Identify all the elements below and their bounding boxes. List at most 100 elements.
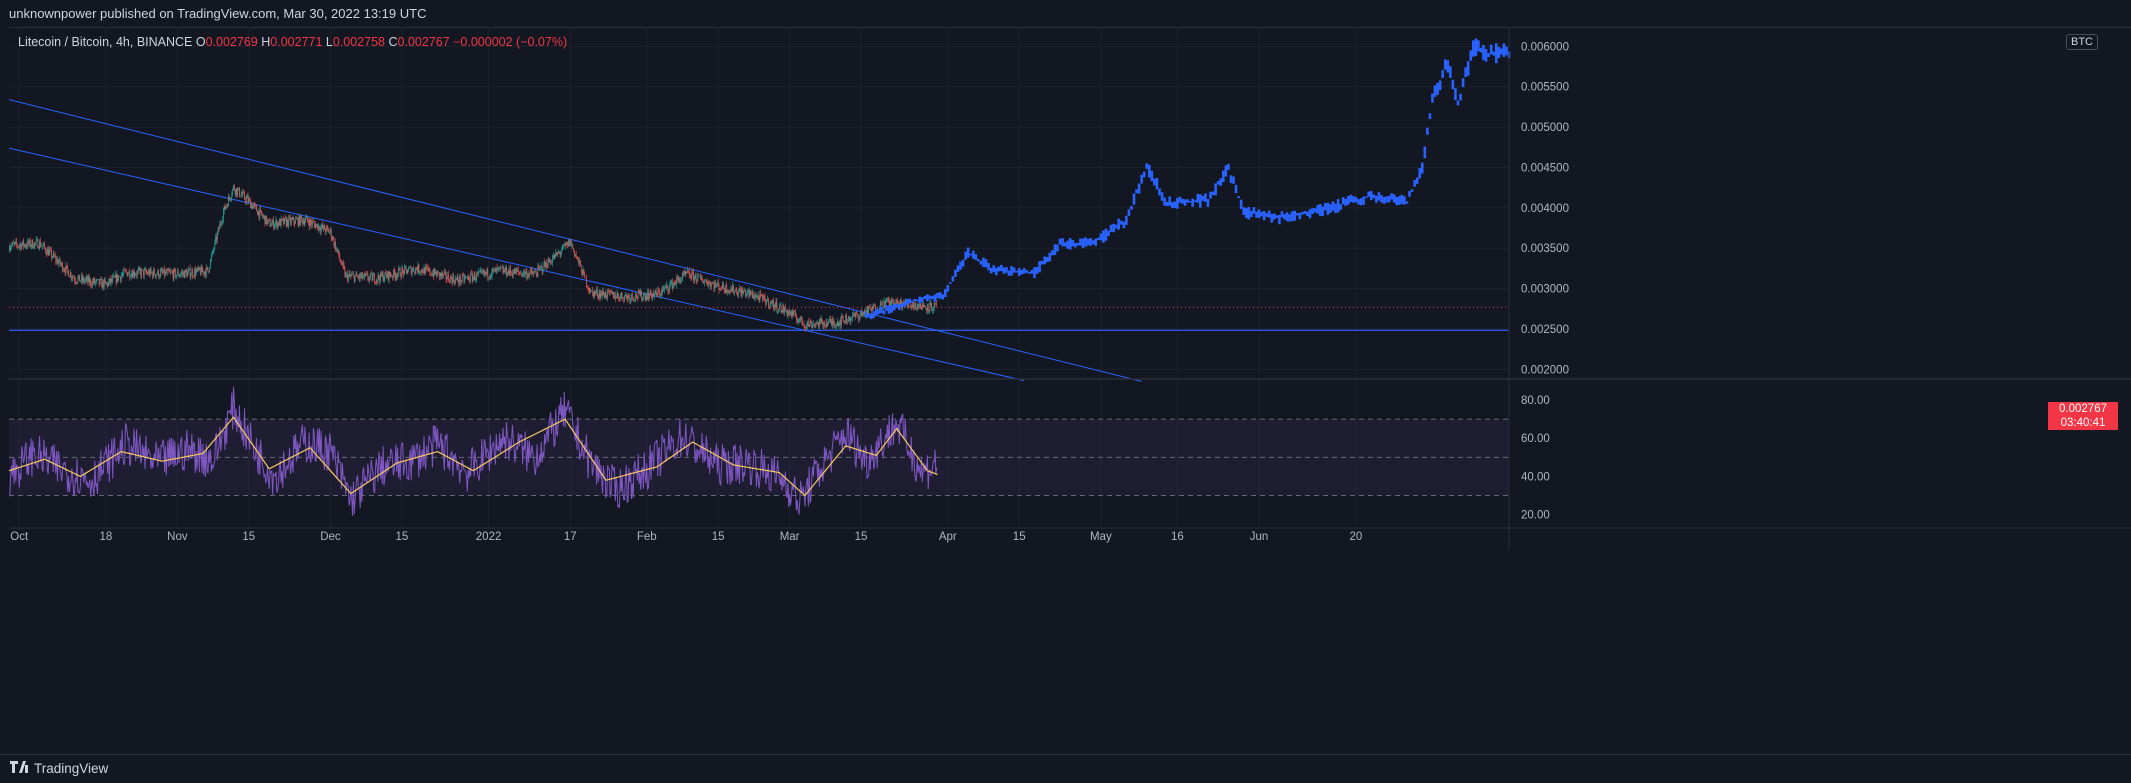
candle-body [840, 319, 841, 326]
candle-body [23, 244, 25, 247]
candle-body [390, 275, 392, 277]
candle-body [620, 292, 622, 296]
time-axis-tick: 15 [242, 531, 255, 543]
brand-name[interactable]: TradingView [34, 761, 109, 776]
projection-bar [1415, 177, 1419, 184]
candle-body [535, 272, 537, 275]
projection-bar [1117, 218, 1120, 230]
candle-body [516, 269, 518, 272]
candle-body [661, 289, 663, 295]
candle-body [800, 316, 802, 319]
tradingview-logo-icon[interactable] [10, 755, 30, 783]
candle-body [689, 275, 691, 277]
projection-bar [1081, 238, 1085, 249]
candle-body [444, 271, 446, 273]
candle-body [396, 275, 398, 278]
candle-body [384, 272, 386, 279]
candle-body [707, 284, 709, 287]
candle-body [299, 215, 301, 226]
projection-bar [941, 294, 944, 300]
candle-body [31, 240, 33, 246]
candle-body [272, 219, 273, 224]
currency-badge[interactable]: BTC [2066, 34, 2098, 50]
candle-body [455, 278, 456, 284]
candle-body [554, 254, 556, 259]
candle-body [226, 205, 228, 207]
projection-bar [1336, 199, 1340, 213]
candle-body [14, 242, 16, 244]
candle-body [857, 313, 858, 317]
candle-body [872, 306, 874, 309]
candle-body [796, 316, 797, 321]
candle-body [415, 267, 417, 270]
candle-body [295, 219, 296, 224]
candle-body [66, 265, 68, 267]
projection-bar [1076, 242, 1080, 246]
candle-body [745, 290, 746, 296]
candle-body [546, 262, 547, 268]
candle-body [802, 324, 804, 325]
candle-body [698, 274, 699, 276]
candle-body [480, 270, 482, 272]
candle-body [180, 273, 182, 276]
candle-body [123, 269, 125, 274]
trendline-drawings[interactable] [9, 99, 1509, 382]
candle-body [794, 311, 796, 313]
candle-body [646, 295, 648, 300]
candle-body [265, 215, 267, 224]
candle-body [253, 204, 255, 206]
projection-bar [1380, 195, 1383, 203]
candle-body [572, 244, 574, 249]
symbol-name[interactable]: Litecoin / Bitcoin, 4h, BINANCE [18, 35, 193, 49]
candle-body [454, 280, 455, 284]
candle-body [341, 262, 342, 265]
candle-body [210, 259, 211, 268]
candle-body [745, 293, 747, 296]
candle-body [724, 289, 726, 292]
projection-bar [1466, 61, 1470, 76]
candle-body [620, 295, 621, 300]
candle-body [929, 302, 931, 311]
candle-body [555, 252, 557, 255]
candle-body [256, 211, 258, 215]
candle-body [673, 282, 675, 284]
projection-bar [1150, 170, 1154, 182]
candle-body [675, 283, 677, 285]
candle-body [500, 266, 501, 269]
candle-body [773, 304, 775, 309]
projection-bar [1201, 195, 1205, 201]
candle-body [227, 205, 228, 207]
candle-body [135, 274, 137, 276]
projection-bar [1331, 201, 1335, 211]
candle-body [610, 290, 612, 292]
projection-bar [1275, 215, 1279, 219]
chart-area[interactable] [9, 27, 2131, 755]
projection-bar [900, 303, 904, 308]
candle-body [86, 277, 88, 282]
projection-bar [1392, 194, 1396, 203]
candle-body [364, 273, 366, 275]
candle-body [219, 223, 221, 229]
price-chart[interactable]: 0.006000 0.005500 0.005000 0.004500 0.004000… [9, 27, 2131, 754]
candle-body [768, 298, 769, 307]
candle-body [266, 215, 268, 224]
candle-body [716, 284, 717, 287]
projection-bar [956, 265, 960, 272]
candle-body [870, 309, 872, 311]
candle-body [427, 268, 429, 271]
candle-body [593, 291, 595, 297]
candle-body [715, 282, 716, 287]
candle-body [616, 293, 618, 298]
candle-body [386, 274, 387, 278]
candle-body [630, 298, 631, 302]
candle-body [935, 303, 937, 305]
candle-body [500, 267, 502, 269]
projection-bar [969, 253, 973, 256]
candle-body [604, 292, 606, 298]
candle-body [778, 309, 779, 311]
candle-body [870, 307, 871, 310]
candle-body [783, 305, 785, 313]
candle-body [542, 270, 544, 272]
candle-body [803, 324, 805, 326]
candle-body [769, 304, 771, 307]
